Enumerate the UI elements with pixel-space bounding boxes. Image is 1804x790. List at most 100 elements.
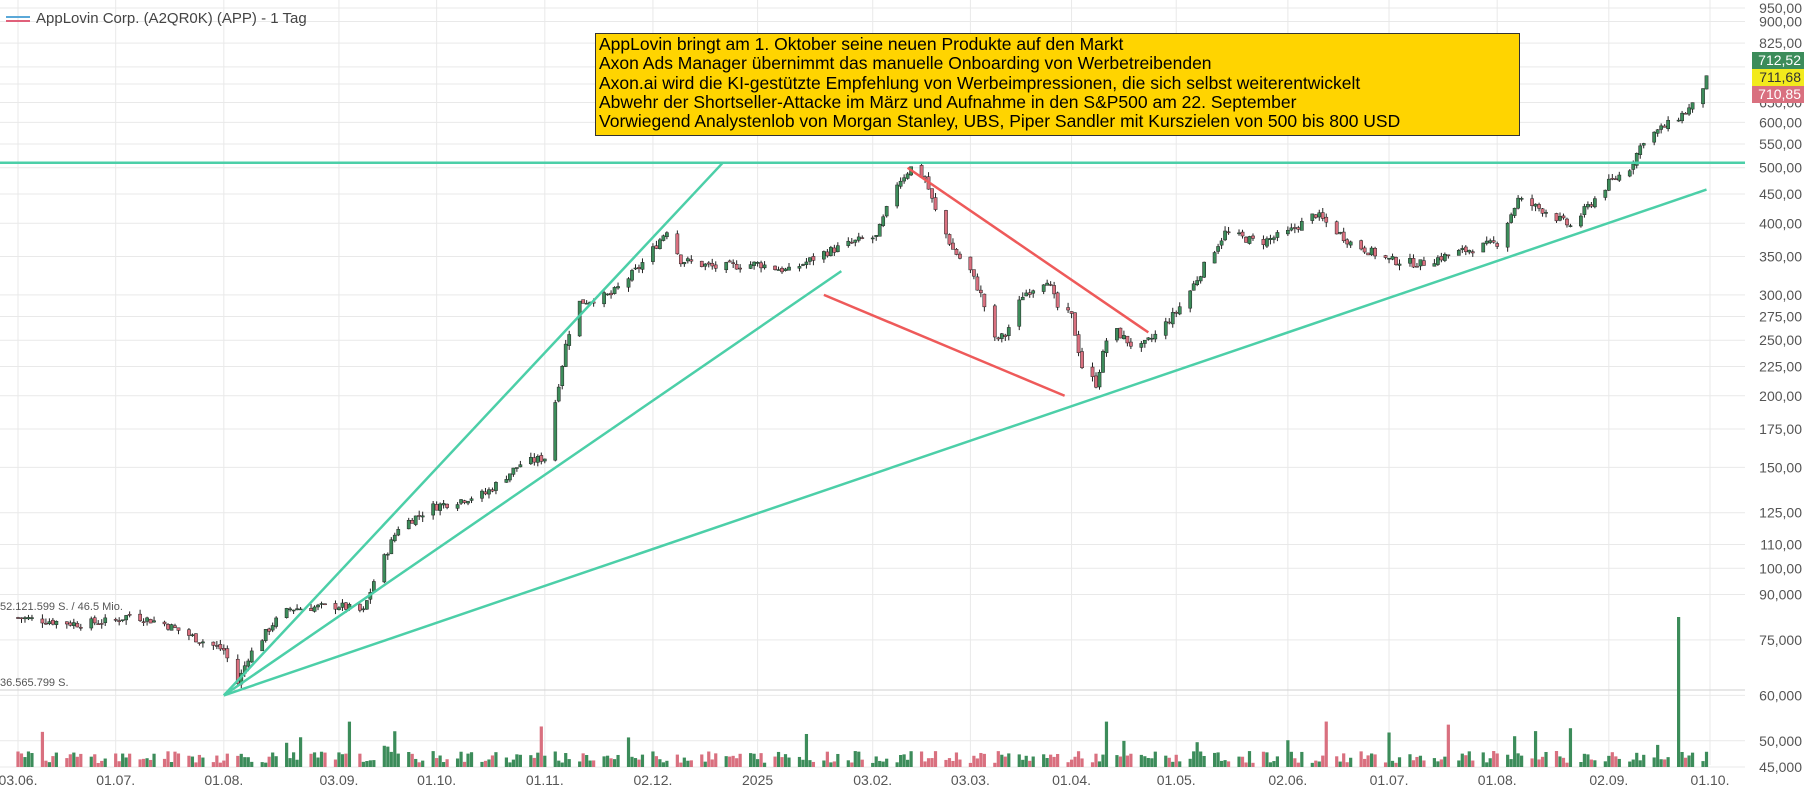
candle-body bbox=[1387, 257, 1391, 260]
volume-bar bbox=[682, 757, 686, 767]
volume-bar bbox=[218, 762, 222, 767]
volume-bar bbox=[630, 756, 634, 767]
candle-body bbox=[731, 262, 736, 264]
candle-body bbox=[563, 343, 568, 367]
volume-bar bbox=[836, 753, 840, 767]
volume-bar bbox=[853, 751, 857, 767]
x-tick-label: 03.02. bbox=[853, 772, 892, 788]
candle-body bbox=[295, 608, 299, 611]
candle-body bbox=[528, 457, 533, 465]
candle-body bbox=[556, 386, 561, 402]
volume-bar bbox=[333, 759, 338, 767]
volume-bar bbox=[393, 731, 397, 767]
volume-bar bbox=[1202, 755, 1206, 767]
volume-bar bbox=[1289, 751, 1293, 767]
candle-body bbox=[532, 457, 537, 463]
candle-body bbox=[270, 625, 275, 631]
candle-body bbox=[1369, 247, 1374, 256]
volume-bar bbox=[1247, 751, 1252, 767]
volume-bar bbox=[654, 756, 659, 767]
trendline-green bbox=[223, 270, 843, 697]
volume-bar bbox=[1314, 760, 1318, 767]
candle-body bbox=[145, 617, 149, 622]
candle-body bbox=[542, 458, 547, 462]
candle-body bbox=[263, 629, 268, 641]
volume-bar bbox=[47, 762, 51, 767]
candle-body bbox=[1593, 198, 1597, 208]
volume-bar bbox=[148, 759, 153, 767]
candle-body bbox=[1275, 232, 1280, 238]
candle-body bbox=[1568, 225, 1573, 227]
candle-body bbox=[1268, 238, 1273, 240]
candle-body bbox=[877, 223, 882, 237]
candle-body bbox=[75, 623, 80, 628]
volume-bar bbox=[1683, 757, 1688, 767]
volume-bar bbox=[145, 758, 149, 767]
volume-bar bbox=[707, 751, 711, 767]
volume-bar bbox=[173, 751, 177, 767]
y-tick-label: 825,00 bbox=[1759, 35, 1802, 51]
volume-bar bbox=[190, 756, 195, 767]
volume-bar bbox=[1122, 740, 1126, 767]
volume-bar bbox=[1104, 721, 1109, 767]
volume-bar bbox=[166, 751, 170, 767]
candle-body bbox=[1446, 254, 1451, 257]
candle-body bbox=[99, 623, 104, 625]
candle-body bbox=[738, 267, 743, 270]
candle-body bbox=[1317, 212, 1322, 218]
price-tag-low: 710,85 bbox=[1752, 86, 1804, 103]
volume-bar bbox=[239, 753, 243, 767]
candle-body bbox=[1177, 306, 1182, 315]
volume-bar bbox=[1603, 761, 1607, 767]
candle-body bbox=[1586, 204, 1590, 208]
candle-body bbox=[113, 619, 118, 621]
candle-body bbox=[539, 455, 544, 462]
candle-body bbox=[1097, 372, 1102, 388]
volume-bar bbox=[1080, 758, 1084, 767]
volume-bar bbox=[1561, 757, 1566, 767]
y-tick-label: 110,00 bbox=[1760, 537, 1802, 553]
volume-bar bbox=[581, 753, 585, 767]
volume-bar bbox=[975, 758, 979, 767]
volume-bar bbox=[1565, 762, 1569, 767]
candle-body bbox=[187, 629, 191, 636]
volume-bar bbox=[1411, 760, 1416, 767]
candle-body bbox=[103, 617, 108, 624]
y-tick-label: 550,00 bbox=[1759, 136, 1802, 152]
candle-body bbox=[190, 634, 195, 637]
candle-body bbox=[1167, 321, 1172, 324]
candle-body bbox=[515, 467, 519, 469]
candle-body bbox=[1589, 204, 1594, 207]
candle-body bbox=[1066, 307, 1070, 311]
volume-bar bbox=[79, 753, 83, 767]
candle-body bbox=[752, 261, 756, 266]
candle-body bbox=[637, 267, 641, 270]
volume-bar bbox=[899, 754, 903, 767]
candle-body bbox=[975, 276, 980, 291]
volume-bar bbox=[68, 754, 72, 767]
candle-body bbox=[1240, 231, 1245, 237]
volume-bar bbox=[1554, 751, 1559, 767]
x-tick-label: 01.10. bbox=[417, 772, 456, 788]
candle-body bbox=[996, 337, 1001, 340]
candle-body bbox=[1418, 259, 1423, 267]
candle-body bbox=[612, 287, 617, 294]
candle-body bbox=[420, 515, 425, 518]
volume-bar bbox=[312, 752, 317, 767]
volume-bar bbox=[633, 758, 638, 767]
candle-body bbox=[1292, 227, 1297, 229]
candle-body bbox=[148, 618, 153, 624]
candle-body bbox=[225, 648, 230, 659]
volume-bar bbox=[829, 762, 833, 767]
volume-bar bbox=[1171, 761, 1175, 767]
volume-bar bbox=[1213, 752, 1217, 767]
candle-body bbox=[1272, 237, 1276, 240]
volume-bar bbox=[1610, 752, 1614, 767]
candle-body bbox=[30, 617, 34, 619]
volume-bar bbox=[1031, 756, 1035, 767]
volume-bar bbox=[1349, 757, 1353, 767]
volume-bar bbox=[187, 755, 191, 767]
volume-bar bbox=[152, 753, 156, 767]
candle-body bbox=[406, 520, 411, 530]
